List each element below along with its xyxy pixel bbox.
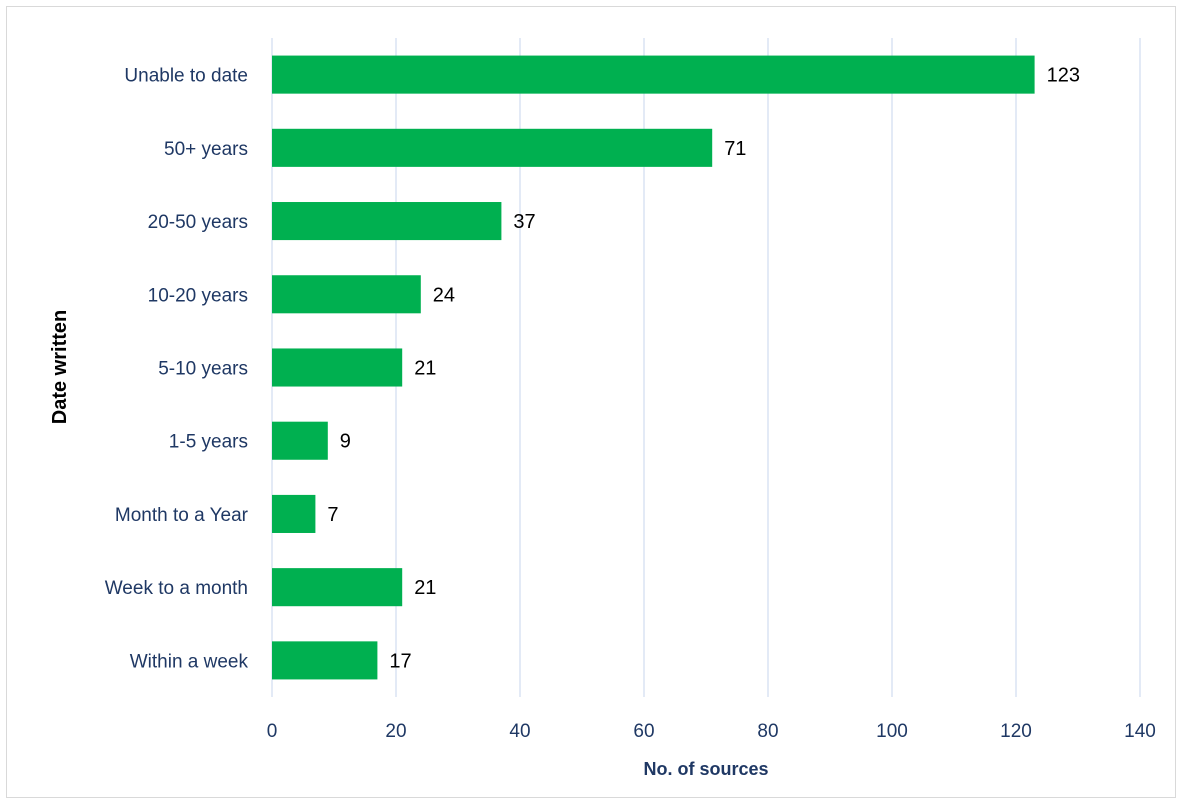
category-label-4: 5-10 years (158, 359, 248, 380)
x-axis-title: No. of sources (643, 759, 768, 779)
x-tick-label-0: 0 (267, 721, 278, 742)
bar-2 (272, 202, 502, 241)
data-label-8: 17 (389, 650, 411, 672)
category-label-1: 50+ years (164, 139, 248, 160)
x-tick-label-20: 20 (385, 721, 406, 742)
data-labels: 123 71 37 24 21 9 7 21 17 (327, 65, 1080, 673)
x-tick-labels: 0 20 40 60 80 100 120 140 (267, 721, 1156, 742)
category-labels: Unable to date 50+ years 20-50 years 10-20 … (105, 66, 249, 673)
data-label-7: 21 (414, 577, 436, 599)
y-axis-title: Date written (49, 310, 71, 424)
data-label-2: 37 (513, 211, 535, 233)
bar-1 (272, 128, 713, 167)
x-tick-label-40: 40 (509, 721, 530, 742)
data-label-6: 7 (327, 504, 338, 526)
data-label-4: 21 (414, 358, 436, 380)
x-tick-label-140: 140 (1124, 721, 1156, 742)
category-label-0: Unable to date (124, 66, 248, 87)
category-label-6: Month to a Year (115, 505, 249, 526)
category-label-2: 20-50 years (148, 212, 248, 233)
category-label-8: Within a week (130, 651, 249, 672)
bar-4 (272, 348, 403, 387)
bar-3 (272, 275, 421, 314)
bar-5 (272, 421, 328, 460)
x-tick-label-120: 120 (1000, 721, 1032, 742)
category-label-7: Week to a month (105, 578, 248, 599)
bars (272, 55, 1035, 680)
data-label-0: 123 (1047, 65, 1080, 87)
data-label-3: 24 (433, 284, 455, 306)
data-label-1: 71 (724, 138, 746, 160)
x-tick-label-100: 100 (876, 721, 908, 742)
category-label-5: 1-5 years (169, 432, 248, 453)
data-label-5: 9 (340, 431, 351, 453)
x-tick-label-80: 80 (757, 721, 778, 742)
category-label-3: 10-20 years (148, 285, 248, 306)
bar-8 (272, 641, 378, 680)
bar-6 (272, 494, 316, 533)
bar-0 (272, 55, 1035, 94)
x-tick-label-60: 60 (633, 721, 654, 742)
bar-7 (272, 568, 403, 607)
